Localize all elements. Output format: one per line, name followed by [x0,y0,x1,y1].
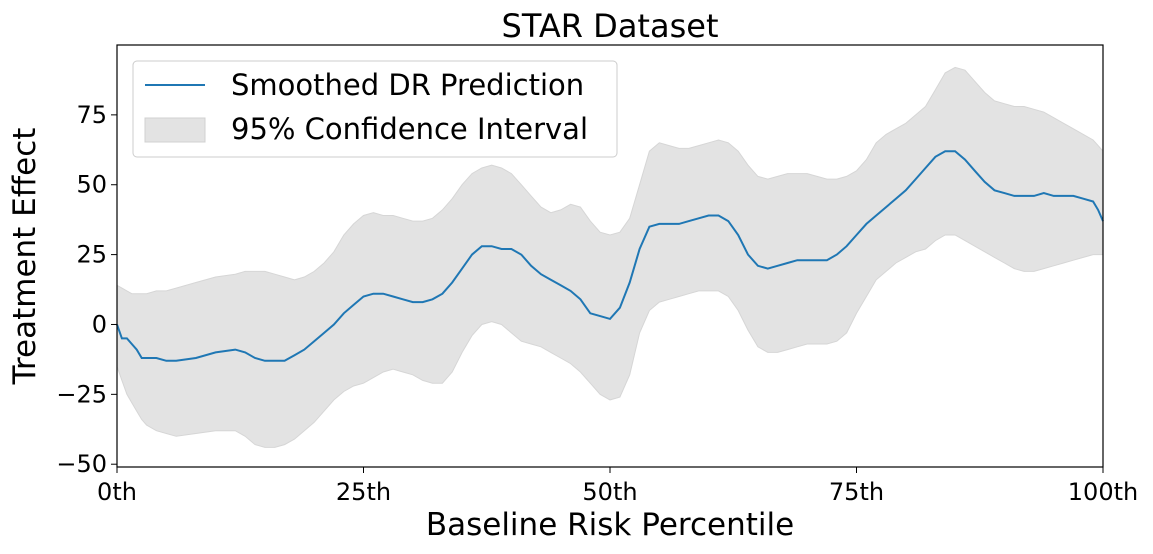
x-tick-label: 50th [582,478,637,506]
y-tick-label: −25 [56,380,107,408]
y-tick-label: 25 [76,241,107,269]
y-tick-label: −50 [56,450,107,478]
x-tick-label: 100th [1068,478,1138,506]
legend: Smoothed DR Prediction 95% Confidence In… [132,60,618,158]
legend-box [132,60,618,158]
chart-title: STAR Dataset [502,7,719,45]
dr-prediction-line [116,150,1104,362]
legend-band-swatch [144,117,206,143]
x-axis-ticks: 0th 25th 50th 75th 100th [97,467,1138,506]
x-tick-label: 25th [336,478,391,506]
x-axis-label: Baseline Risk Percentile [426,507,794,543]
legend-label-prediction: Smoothed DR Prediction [231,68,584,102]
y-axis-ticks: −50 −25 0 25 50 75 [56,101,117,478]
y-axis-label: Treatment Effect [7,128,43,386]
x-tick-label: 0th [97,478,137,506]
x-tick-label: 75th [829,478,884,506]
y-tick-label: 0 [92,310,107,338]
legend-label-interval: 95% Confidence Interval [231,112,588,146]
y-tick-label: 50 [76,171,107,199]
y-tick-label: 75 [76,101,107,129]
